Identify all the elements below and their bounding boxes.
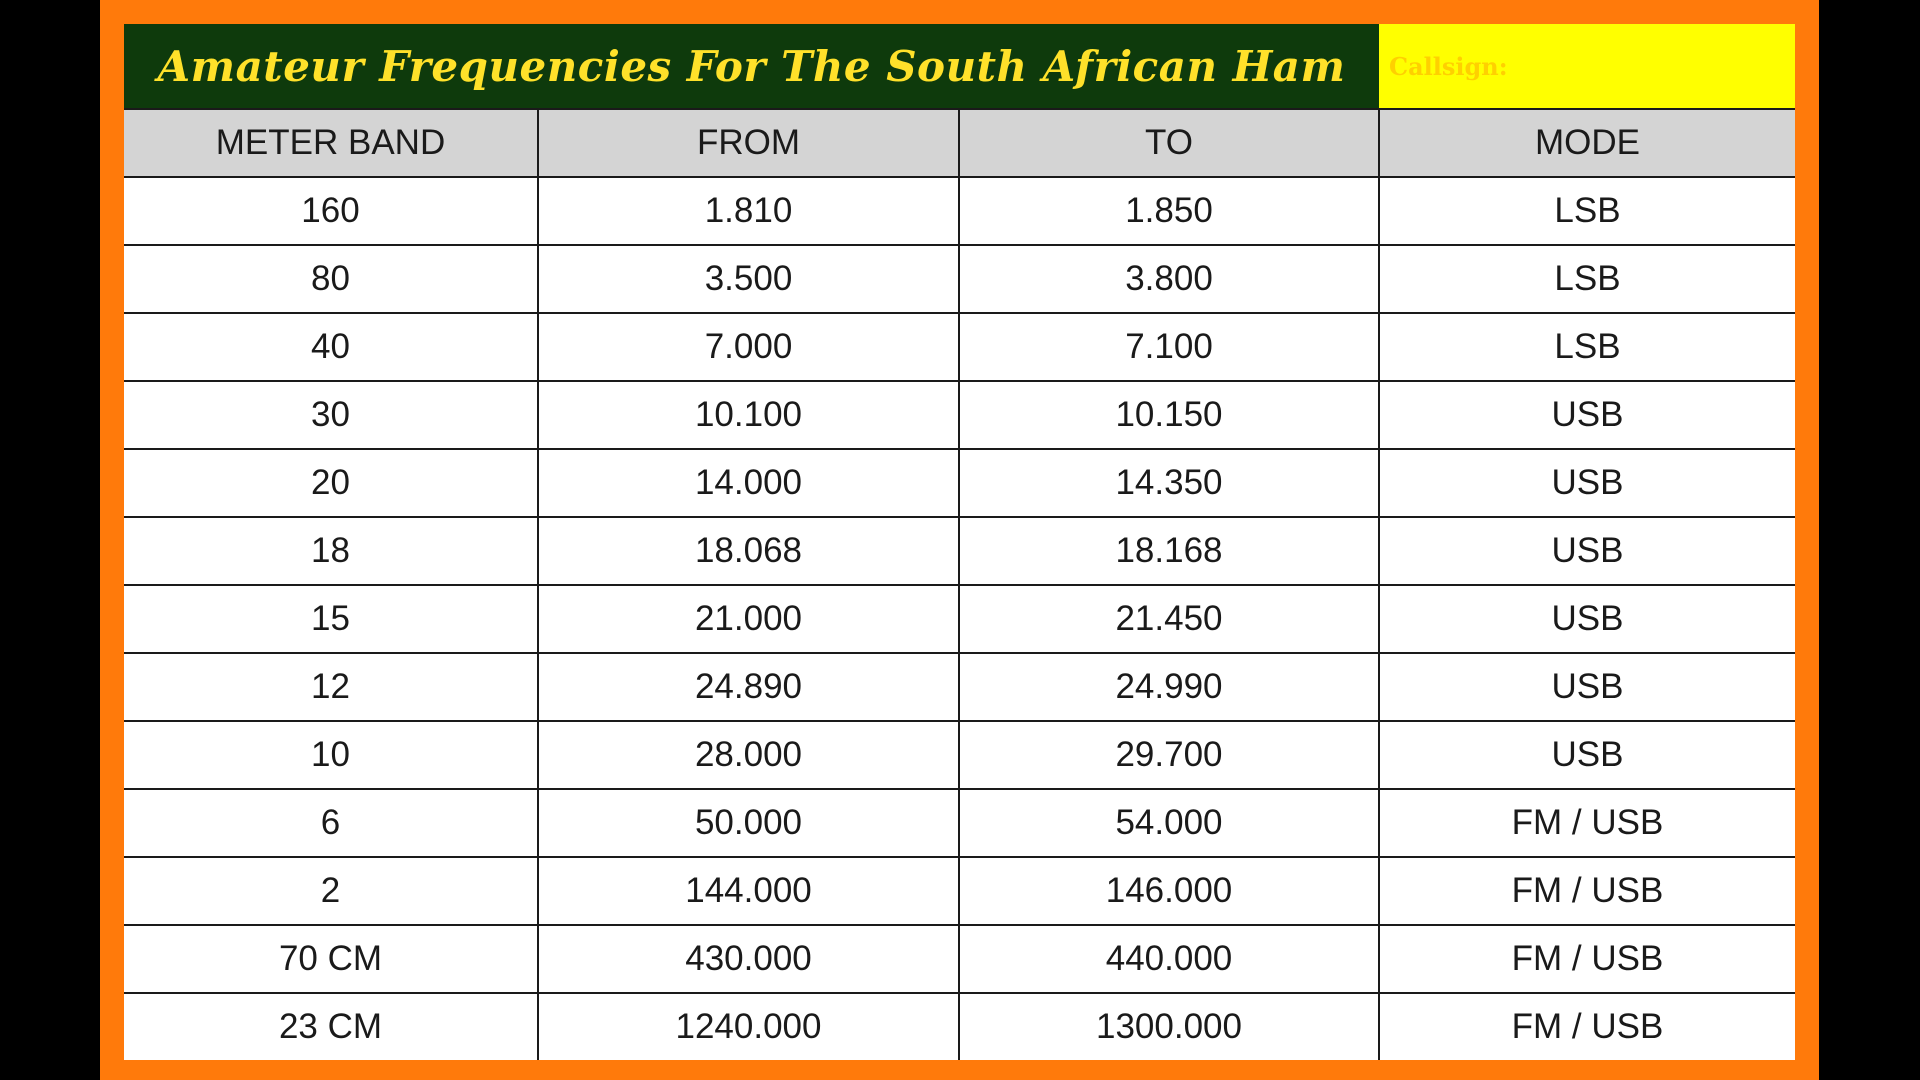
table-row: 10 28.000 29.700 USB [124, 720, 1795, 790]
cell-band: 15 [124, 584, 539, 654]
callsign-box: Callsign: [1379, 24, 1795, 108]
table-row: 6 50.000 54.000 FM / USB [124, 788, 1795, 858]
cell-from: 144.000 [537, 856, 960, 926]
cell-mode: USB [1378, 516, 1795, 586]
cell-from: 7.000 [537, 312, 960, 382]
cell-to: 54.000 [958, 788, 1380, 858]
cell-band: 20 [124, 448, 539, 518]
cell-to: 18.168 [958, 516, 1380, 586]
cell-from: 3.500 [537, 244, 960, 314]
table-row: 18 18.068 18.168 USB [124, 516, 1795, 586]
cell-band: 40 [124, 312, 539, 382]
cell-band: 6 [124, 788, 539, 858]
frequency-sheet: Amateur Frequencies For The South Africa… [100, 0, 1819, 1080]
table-row: 70 CM 430.000 440.000 FM / USB [124, 924, 1795, 994]
header-mode: MODE [1378, 108, 1795, 178]
cell-mode: FM / USB [1378, 788, 1795, 858]
orange-frame: Amateur Frequencies For The South Africa… [100, 0, 1819, 1080]
table-row: 2 144.000 146.000 FM / USB [124, 856, 1795, 926]
cell-mode: USB [1378, 380, 1795, 450]
cell-mode: USB [1378, 720, 1795, 790]
cell-mode: LSB [1378, 312, 1795, 382]
cell-mode: FM / USB [1378, 924, 1795, 994]
table-row: 23 CM 1240.000 1300.000 FM / USB [124, 992, 1795, 1060]
cell-band: 160 [124, 176, 539, 246]
cell-mode: LSB [1378, 244, 1795, 314]
cell-from: 24.890 [537, 652, 960, 722]
header-meter-band: METER BAND [124, 108, 539, 178]
cell-band: 12 [124, 652, 539, 722]
cell-band: 30 [124, 380, 539, 450]
page-title: Amateur Frequencies For The South Africa… [157, 41, 1346, 91]
cell-to: 3.800 [958, 244, 1380, 314]
cell-to: 7.100 [958, 312, 1380, 382]
cell-band: 18 [124, 516, 539, 586]
cell-mode: LSB [1378, 176, 1795, 246]
table-row: 160 1.810 1.850 LSB [124, 176, 1795, 246]
table-row: 20 14.000 14.350 USB [124, 448, 1795, 518]
cell-to: 10.150 [958, 380, 1380, 450]
cell-from: 21.000 [537, 584, 960, 654]
cell-to: 1300.000 [958, 992, 1380, 1060]
cell-band: 2 [124, 856, 539, 926]
table-row: 30 10.100 10.150 USB [124, 380, 1795, 450]
cell-from: 1240.000 [537, 992, 960, 1060]
cell-band: 80 [124, 244, 539, 314]
cell-band: 10 [124, 720, 539, 790]
cell-to: 440.000 [958, 924, 1380, 994]
cell-to: 146.000 [958, 856, 1380, 926]
frequency-table: METER BAND FROM TO MODE 160 1.810 1.850 … [124, 108, 1795, 1060]
title-bar: Amateur Frequencies For The South Africa… [124, 24, 1379, 108]
cell-to: 21.450 [958, 584, 1380, 654]
cell-from: 430.000 [537, 924, 960, 994]
cell-from: 50.000 [537, 788, 960, 858]
cell-to: 29.700 [958, 720, 1380, 790]
table-row: 80 3.500 3.800 LSB [124, 244, 1795, 314]
table-row: 12 24.890 24.990 USB [124, 652, 1795, 722]
table-row: 15 21.000 21.450 USB [124, 584, 1795, 654]
cell-to: 14.350 [958, 448, 1380, 518]
header-from: FROM [537, 108, 960, 178]
table-header-row: METER BAND FROM TO MODE [124, 108, 1795, 178]
table-row: 40 7.000 7.100 LSB [124, 312, 1795, 382]
cell-to: 24.990 [958, 652, 1380, 722]
header-to: TO [958, 108, 1380, 178]
cell-from: 18.068 [537, 516, 960, 586]
cell-from: 14.000 [537, 448, 960, 518]
cell-mode: FM / USB [1378, 992, 1795, 1060]
cell-mode: USB [1378, 584, 1795, 654]
cell-to: 1.850 [958, 176, 1380, 246]
cell-mode: USB [1378, 448, 1795, 518]
cell-band: 23 CM [124, 992, 539, 1060]
cell-from: 28.000 [537, 720, 960, 790]
cell-from: 10.100 [537, 380, 960, 450]
cell-mode: FM / USB [1378, 856, 1795, 926]
cell-mode: USB [1378, 652, 1795, 722]
cell-from: 1.810 [537, 176, 960, 246]
cell-band: 70 CM [124, 924, 539, 994]
callsign-label: Callsign: [1389, 51, 1508, 81]
